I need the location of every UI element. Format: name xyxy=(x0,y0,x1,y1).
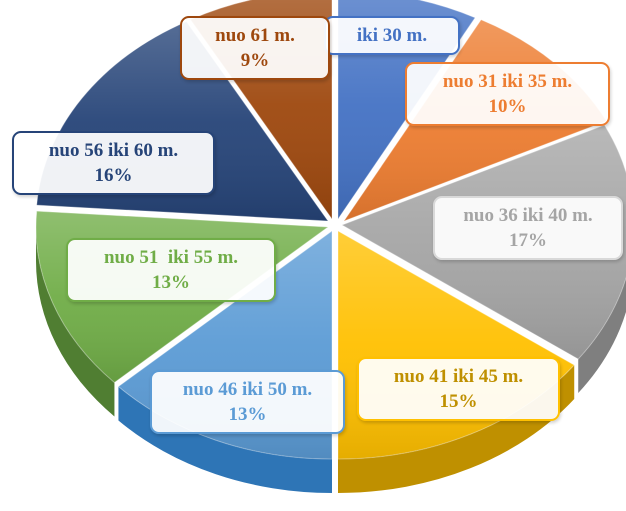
data-label-name: iki 30 m. xyxy=(356,25,428,46)
data-label-2: nuo 31 iki 35 m. 10% xyxy=(405,62,610,126)
data-label-value: 16% xyxy=(94,165,133,186)
slice-side-3 xyxy=(578,277,626,394)
data-label-value: 13% xyxy=(228,404,267,425)
data-label-name: nuo 31 iki 35 m. xyxy=(442,71,573,92)
data-label-name: nuo 41 iki 45 m. xyxy=(393,366,524,387)
data-label-value: 9% xyxy=(240,50,270,71)
slice-side-6 xyxy=(36,227,115,417)
data-label-6: nuo 51 iki 55 m. 13% xyxy=(66,238,276,302)
data-label-7: nuo 56 iki 60 m. 16% xyxy=(12,131,215,195)
data-label-value: 10% xyxy=(488,96,527,117)
data-label-5: nuo 46 iki 50 m. 13% xyxy=(150,370,345,434)
data-label-name: nuo 36 iki 40 m. xyxy=(463,205,593,226)
data-label-value: 15% xyxy=(439,391,478,412)
data-label-value: 17% xyxy=(509,230,547,251)
slice-side-5 xyxy=(118,386,332,493)
data-label-name: nuo 56 iki 60 m. xyxy=(48,140,179,161)
data-label-1: iki 30 m. xyxy=(324,16,460,55)
data-label-name: nuo 46 iki 50 m. xyxy=(182,379,313,400)
data-label-4: nuo 41 iki 45 m. 15% xyxy=(357,357,560,421)
slice-side-4 xyxy=(338,365,575,493)
data-label-name: nuo 61 m. xyxy=(215,25,295,46)
data-label-8: nuo 61 m. 9% xyxy=(180,16,330,80)
data-label-name: nuo 51 iki 55 m. xyxy=(103,247,239,268)
slice-sides xyxy=(36,227,626,493)
data-label-3: nuo 36 iki 40 m. 17% xyxy=(433,196,623,260)
data-label-value: 13% xyxy=(152,272,190,293)
